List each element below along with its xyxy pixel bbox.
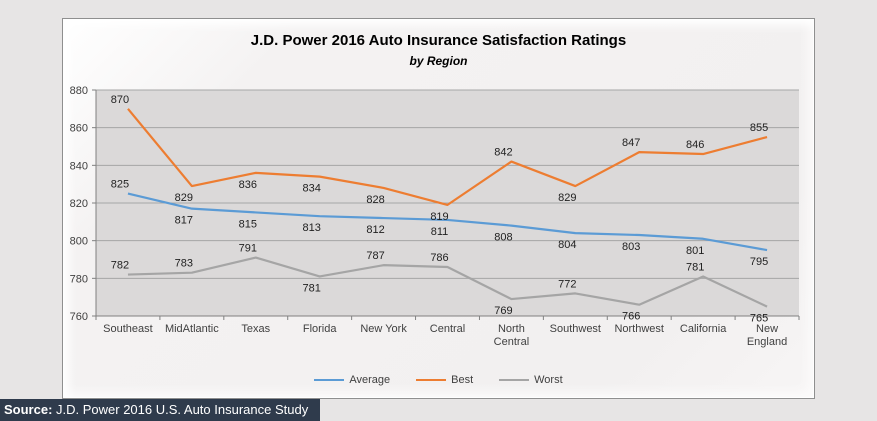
chart-legend: Average Best Worst — [63, 370, 814, 390]
data-label-best: 834 — [303, 183, 321, 195]
data-label-worst: 786 — [430, 252, 448, 264]
series-line-worst — [127, 256, 768, 308]
data-label-best: 829 — [558, 192, 576, 204]
data-label-worst: 766 — [622, 311, 640, 323]
x-axis-label: Southeast — [103, 323, 153, 335]
chart-title: J.D. Power 2016 Auto Insurance Satisfact… — [250, 32, 627, 49]
data-label-average: 817 — [175, 215, 193, 227]
x-axis-label: New York — [360, 323, 407, 335]
data-label-best: 842 — [494, 147, 512, 159]
data-label-best: 829 — [175, 192, 193, 204]
data-label-average: 803 — [622, 241, 640, 253]
data-label-average: 813 — [303, 222, 321, 234]
data-label-worst: 765 — [750, 313, 768, 325]
x-axis-label: North Central — [494, 323, 529, 348]
y-axis-label: 760 — [70, 311, 88, 323]
source-bar: Source: J.D. Power 2016 U.S. Auto Insura… — [0, 399, 320, 421]
data-label-average: 825 — [111, 179, 129, 191]
data-label-average: 811 — [431, 226, 449, 238]
data-label-best: 836 — [239, 179, 257, 191]
source-text: J.D. Power 2016 U.S. Auto Insurance Stud… — [52, 402, 309, 417]
data-label-best: 847 — [622, 137, 640, 149]
legend-label: Average — [349, 374, 391, 386]
data-label-worst: 787 — [366, 250, 384, 262]
chart-subtitle: by Region — [409, 54, 468, 68]
data-label-best: 855 — [750, 122, 768, 134]
legend-item-best: Best — [416, 374, 473, 386]
data-label-average: 801 — [686, 245, 704, 257]
data-label-worst: 782 — [111, 260, 129, 272]
data-label-worst: 781 — [686, 261, 704, 273]
data-label-average: 795 — [750, 256, 768, 268]
source-label: Source: — [4, 402, 53, 417]
series-line-best — [127, 108, 768, 206]
data-label-best: 819 — [430, 211, 448, 223]
data-label-average: 812 — [366, 224, 384, 236]
series-line-average — [127, 192, 768, 252]
x-axis-label: Southwest — [550, 323, 601, 335]
x-axis-label: MidAtlantic — [165, 323, 219, 335]
data-label-worst: 781 — [303, 282, 321, 294]
data-label-worst: 783 — [175, 258, 193, 270]
y-axis-label: 880 — [70, 85, 88, 97]
y-axis-label: 860 — [70, 123, 88, 135]
data-label-worst: 772 — [558, 278, 576, 290]
legend-item-worst: Worst — [499, 374, 563, 386]
data-label-worst: 769 — [494, 305, 512, 317]
data-label-average: 808 — [494, 232, 512, 244]
x-axis-label: Northwest — [614, 323, 664, 335]
legend-line-icon — [499, 379, 530, 381]
x-axis-label: California — [680, 323, 727, 335]
y-axis-label: 800 — [70, 236, 88, 248]
x-axis-label: Florida — [303, 323, 338, 335]
data-label-best: 846 — [686, 139, 704, 151]
legend-label: Best — [451, 374, 474, 386]
x-axis-label: New England — [747, 323, 787, 348]
data-label-average: 815 — [239, 218, 257, 230]
y-axis-label: 840 — [70, 160, 88, 172]
legend-item-average: Average — [314, 374, 390, 386]
data-label-best: 870 — [111, 94, 129, 106]
y-axis-label: 820 — [70, 198, 88, 210]
x-axis-label: Texas — [241, 323, 270, 335]
legend-line-icon — [416, 379, 447, 381]
data-label-average: 804 — [558, 239, 576, 251]
chart-frame: J.D. Power 2016 Auto Insurance Satisfact… — [62, 18, 815, 399]
plot-area: 880 860 840 820 800 780 760 Southeast MidAtlanti… — [70, 85, 800, 348]
x-axis-label: Central — [430, 323, 465, 335]
data-label-worst: 791 — [239, 243, 257, 255]
data-label-best: 828 — [366, 194, 384, 206]
y-axis-label: 780 — [70, 273, 88, 285]
legend-label: Worst — [534, 374, 563, 386]
legend-line-icon — [314, 379, 345, 381]
